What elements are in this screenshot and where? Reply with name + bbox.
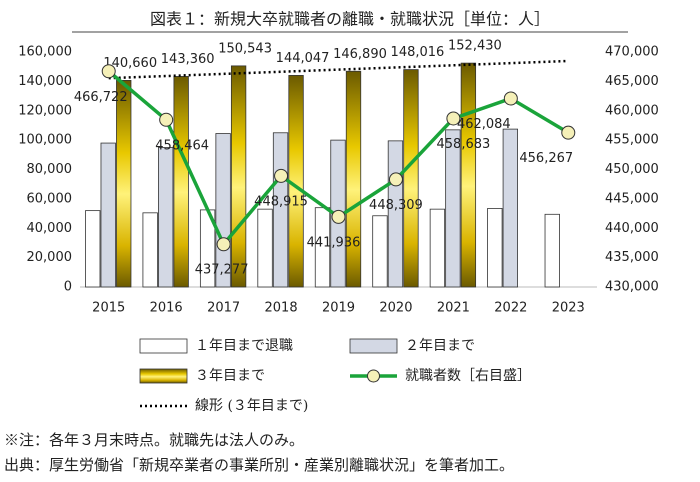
legend-swatch (349, 338, 398, 354)
bar (544, 213, 560, 288)
bar (158, 147, 174, 288)
y-tick-label: 100,000 (18, 133, 72, 148)
y2-tick-label: 440,000 (605, 221, 659, 236)
y-tick-label: 160,000 (18, 45, 72, 60)
legend-label: 線形 (３年目まで) (195, 398, 308, 414)
bar (460, 62, 477, 288)
y2-tick-label: 450,000 (605, 162, 659, 177)
line-marker (274, 168, 289, 183)
y-tick-label: 80,000 (27, 162, 73, 177)
y2-tick-label: 445,000 (605, 191, 659, 206)
legend-swatch (139, 338, 188, 354)
y-tick-label: 60,000 (27, 191, 73, 206)
bar (387, 140, 404, 288)
line-marker (388, 172, 403, 187)
line-value-label: 456,267 (519, 151, 573, 166)
bar (403, 69, 419, 288)
bar (372, 215, 388, 288)
chart-title: 図表１：新規大卒就職者の離職・就職状況［単位：人］ (150, 10, 550, 29)
x-tick-label: 2021 (437, 301, 470, 316)
bar (314, 207, 331, 288)
line-marker (503, 91, 518, 106)
line-value-label: 458,683 (437, 137, 491, 152)
x-tick-label: 2017 (207, 301, 240, 316)
line-value-label: 458,464 (155, 138, 209, 153)
y2-tick-label: 465,000 (605, 74, 659, 89)
bar-value-label: 150,543 (218, 41, 272, 56)
y2-tick-label: 430,000 (605, 280, 659, 295)
line-value-label: 448,309 (369, 198, 423, 213)
note: ※注：各年３月末時点。就職先は法人のみ。 (4, 431, 304, 449)
bar (257, 208, 273, 288)
bar-value-label: 140,660 (103, 56, 157, 71)
x-tick-label: 2015 (92, 301, 125, 316)
x-tick-label: 2018 (265, 301, 298, 316)
x-tick-label: 2022 (494, 301, 527, 316)
y-tick-label: 0 (64, 280, 72, 295)
line-value-label: 462,084 (457, 117, 511, 132)
legend-label: ３年目まで (195, 368, 265, 384)
legend-label: 就職者数［右目盛］ (405, 368, 531, 384)
bar (487, 208, 503, 288)
bar-value-label: 144,047 (276, 51, 330, 66)
bar (173, 76, 189, 288)
bar-value-label: 143,360 (161, 52, 215, 67)
x-tick-label: 2020 (379, 301, 412, 316)
legend-marker (367, 369, 380, 383)
bar-value-label: 146,890 (333, 47, 387, 62)
y2-tick-label: 460,000 (605, 103, 659, 118)
x-tick-label: 2023 (552, 301, 585, 316)
legend-label: ２年目まで (405, 338, 475, 354)
bar (100, 142, 116, 288)
line-value-label: 466,722 (74, 90, 128, 105)
y2-tick-label: 455,000 (605, 133, 659, 148)
y-tick-label: 120,000 (18, 103, 72, 118)
x-tick-label: 2016 (150, 301, 183, 316)
bar-value-label: 148,016 (391, 45, 445, 60)
legend-label: １年目まで退職 (195, 338, 293, 354)
line-marker (101, 64, 116, 79)
bar (345, 70, 362, 288)
bar (230, 65, 247, 288)
line-marker (446, 111, 461, 126)
y-tick-label: 40,000 (27, 221, 73, 236)
legend-swatch (139, 368, 188, 384)
bar (142, 212, 158, 288)
line-value-label: 441,936 (307, 235, 361, 250)
x-tick-label: 2019 (322, 301, 355, 316)
y-tick-label: 140,000 (18, 74, 72, 89)
bar (429, 208, 446, 288)
y2-tick-label: 435,000 (605, 250, 659, 265)
y2-tick-label: 470,000 (605, 45, 659, 60)
line-value-label: 437,277 (195, 263, 249, 278)
bar (272, 132, 289, 288)
trend-line (108, 59, 569, 80)
note: 出典：厚生労働省「新規卒業者の事業所別・産業別離職状況」を筆者加工。 (4, 456, 514, 474)
y-tick-label: 20,000 (27, 250, 73, 265)
bar (116, 80, 132, 288)
line-value-label: 448,915 (254, 194, 308, 209)
bar (502, 128, 518, 288)
bar (445, 129, 461, 288)
line-marker (216, 237, 231, 252)
bar (85, 210, 101, 288)
line-marker (331, 209, 346, 224)
bar-value-label: 152,430 (448, 39, 502, 54)
line-marker (159, 112, 174, 127)
line-marker (561, 125, 576, 140)
